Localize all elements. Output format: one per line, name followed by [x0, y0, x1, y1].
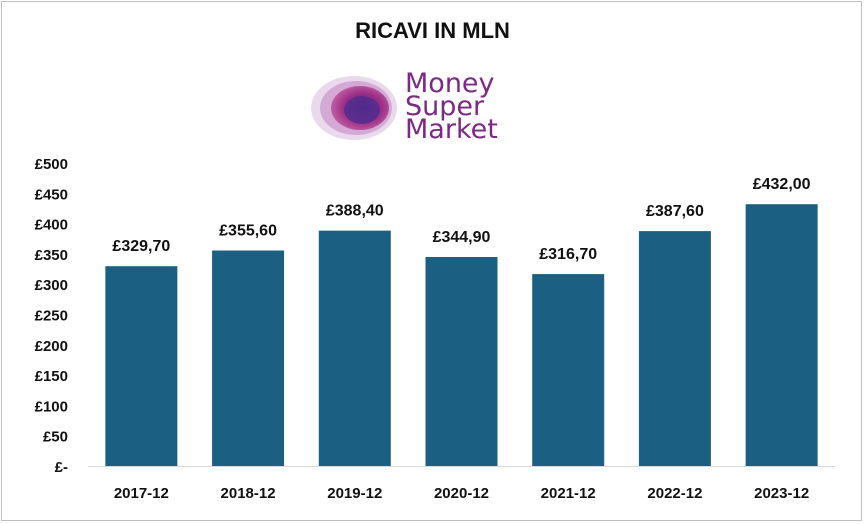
- y-tick-label: £300: [35, 277, 68, 294]
- x-tick-label: 2017-12: [114, 485, 169, 502]
- y-tick-label: £450: [35, 186, 68, 203]
- y-tick-label: £350: [35, 247, 68, 264]
- bar: [532, 274, 605, 466]
- x-tick-label: 2020-12: [434, 485, 489, 502]
- x-tick-label: 2022-12: [647, 485, 702, 502]
- logo-line-1: Money: [405, 68, 495, 99]
- data-label: £432,00: [753, 176, 811, 193]
- y-tick-label: £-: [55, 459, 68, 476]
- bar: [745, 204, 818, 466]
- data-label: £344,90: [433, 229, 491, 246]
- data-label: £355,60: [219, 223, 277, 240]
- chart-title: RICAVI IN MLN: [355, 18, 510, 43]
- x-tick-label: 2023-12: [754, 485, 809, 502]
- y-tick-label: £250: [35, 308, 68, 325]
- data-label: £316,70: [539, 246, 597, 263]
- bar: [318, 230, 391, 466]
- y-tick-label: £100: [35, 398, 68, 415]
- logo-line-3: Market: [405, 114, 498, 145]
- moneysupermarket-logo-icon: [311, 76, 397, 140]
- logo-wordmark: Money Super Market: [405, 68, 498, 145]
- y-tick-label: £400: [35, 217, 68, 234]
- data-label: £388,40: [326, 203, 384, 220]
- y-tick-label: £500: [35, 156, 68, 173]
- y-tick-label: £200: [35, 338, 68, 355]
- data-label: £329,70: [112, 238, 170, 255]
- data-label: £387,60: [646, 203, 704, 220]
- x-tick-label: 2019-12: [327, 485, 382, 502]
- x-tick-label: 2018-12: [221, 485, 276, 502]
- bar: [425, 256, 498, 466]
- x-tick-label: 2021-12: [541, 485, 596, 502]
- bar: [212, 250, 285, 466]
- logo-line-2: Super: [405, 91, 485, 122]
- bar: [105, 266, 178, 466]
- y-tick-label: £50: [43, 429, 68, 446]
- bar: [638, 231, 711, 466]
- y-tick-label: £150: [35, 368, 68, 385]
